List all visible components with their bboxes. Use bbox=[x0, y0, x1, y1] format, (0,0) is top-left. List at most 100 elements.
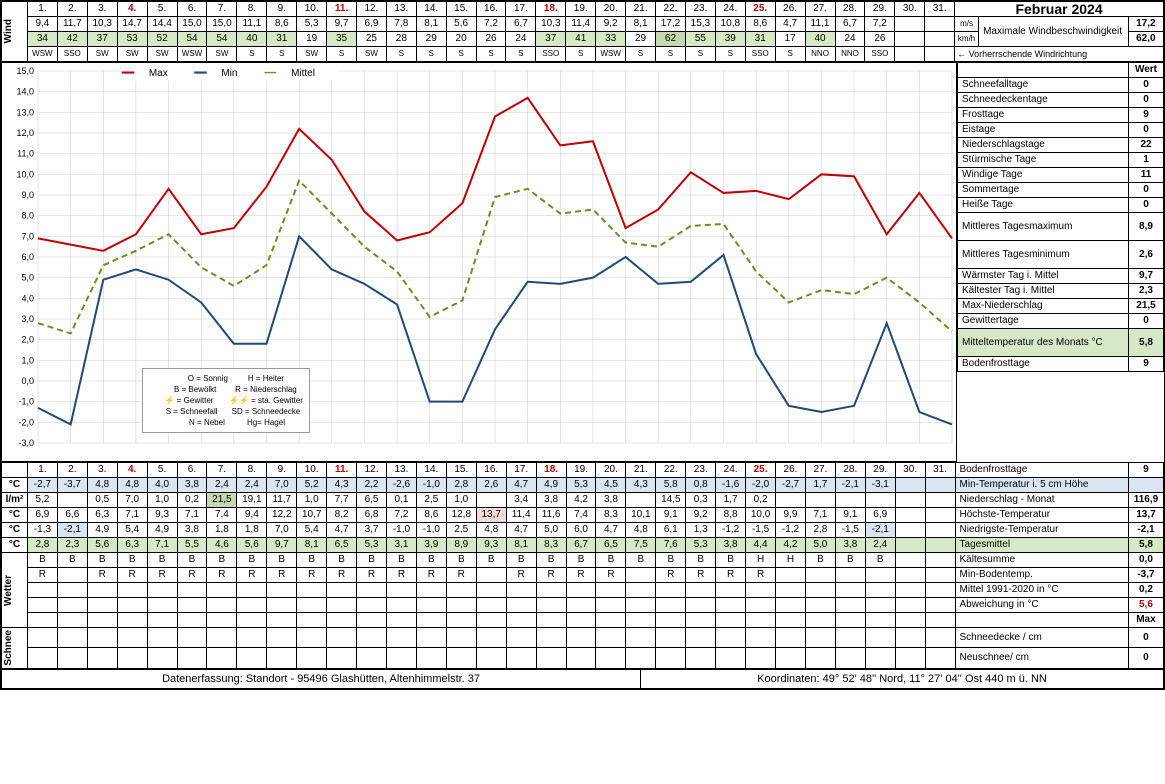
data-cell: 4,8 bbox=[117, 478, 147, 493]
stat-label: Heiße Tage bbox=[958, 198, 1129, 213]
wind-ms-cell: 9,4 bbox=[27, 17, 57, 32]
wind-kmh-cell: 29 bbox=[416, 32, 446, 47]
stat-label: Kältester Tag i. Mittel bbox=[958, 284, 1129, 299]
stat-label: Schneefalltage bbox=[958, 78, 1129, 93]
data-cell: 7,5 bbox=[626, 538, 656, 553]
data-cell: -2,0 bbox=[746, 478, 776, 493]
wind-kmh-cell: 37 bbox=[536, 32, 566, 47]
wind-kmh-cell: 40 bbox=[805, 32, 835, 47]
svg-text:12,0: 12,0 bbox=[16, 128, 34, 138]
wind-kmh-cell: 25 bbox=[357, 32, 387, 47]
svg-text:5,0: 5,0 bbox=[21, 273, 34, 283]
wind-dir-cell: SW bbox=[357, 47, 387, 62]
day-5: 5. bbox=[147, 2, 177, 17]
data-cell: 8,2 bbox=[327, 508, 357, 523]
data-cell: 11,4 bbox=[506, 508, 536, 523]
stat-value: 2,6 bbox=[1129, 241, 1164, 269]
day-21: 21. bbox=[626, 463, 656, 478]
svg-text:15,0: 15,0 bbox=[16, 66, 34, 76]
data-cell: 10,0 bbox=[746, 508, 776, 523]
data-cell: 0,2 bbox=[746, 493, 776, 508]
wind-dir-cell: WSW bbox=[177, 47, 207, 62]
data-cell: 7,0 bbox=[117, 493, 147, 508]
day-5: 5. bbox=[147, 463, 177, 478]
wind-dir-cell: NNO bbox=[835, 47, 865, 62]
data-cell: -1,6 bbox=[716, 478, 746, 493]
data-cell: 8,8 bbox=[716, 508, 746, 523]
svg-text:13,0: 13,0 bbox=[16, 107, 34, 117]
wind-kmh-cell: 35 bbox=[327, 32, 357, 47]
data-cell: -1,2 bbox=[776, 523, 806, 538]
wind-kmh-cell: 19 bbox=[297, 32, 327, 47]
day-8: 8. bbox=[237, 463, 267, 478]
data-cell bbox=[925, 508, 955, 523]
data-cell: 5,2 bbox=[27, 493, 57, 508]
footer: Datenerfassung: Standort - 95496 Glashüt… bbox=[1, 669, 1164, 689]
data-cell: -1,0 bbox=[386, 523, 416, 538]
data-cell: 7,4 bbox=[566, 508, 596, 523]
data-cell: 19,1 bbox=[237, 493, 267, 508]
data-cell bbox=[895, 478, 925, 493]
wind-dir-cell: S bbox=[446, 47, 476, 62]
wind-kmh-cell: 26 bbox=[476, 32, 506, 47]
data-cell: 8,6 bbox=[416, 508, 446, 523]
wind-kmh-cell: 20 bbox=[446, 32, 476, 47]
data-cell: 8,9 bbox=[446, 538, 476, 553]
wind-ms-cell: 11,1 bbox=[237, 17, 267, 32]
day-24: 24. bbox=[716, 463, 746, 478]
data-cell: -2,1 bbox=[57, 523, 87, 538]
data-cell: 2,2 bbox=[357, 478, 387, 493]
data-cell: 0,2 bbox=[177, 493, 207, 508]
data-cell bbox=[895, 493, 925, 508]
data-cell: 4,6 bbox=[207, 538, 237, 553]
wind-dir-cell: S bbox=[775, 47, 805, 62]
month-title: Februar 2024 bbox=[955, 2, 1164, 17]
row-unit: °C bbox=[2, 508, 28, 523]
wind-ms-cell: 11,7 bbox=[57, 17, 87, 32]
data-cell: 5,0 bbox=[805, 538, 835, 553]
wetter-label: Wetter bbox=[2, 573, 16, 608]
data-cell: 5,5 bbox=[177, 538, 207, 553]
data-cell: 6,0 bbox=[566, 523, 596, 538]
weather-report: Wind1.2.3.4.5.6.7.8.9.10.11.12.13.14.15.… bbox=[0, 0, 1165, 690]
wind-label: Wind bbox=[2, 17, 16, 45]
wind-kmh-cell: 29 bbox=[626, 32, 656, 47]
data-cell bbox=[925, 538, 955, 553]
wind-ms-cell: 10,3 bbox=[536, 17, 566, 32]
data-cell: 10,7 bbox=[297, 508, 327, 523]
data-cell: 3,8 bbox=[716, 538, 746, 553]
stat-value: 9 bbox=[1129, 108, 1164, 123]
day-7: 7. bbox=[207, 463, 237, 478]
wind-ms-cell: 8,1 bbox=[416, 17, 446, 32]
wind-ms-cell: 9,7 bbox=[327, 17, 357, 32]
stat-value: 0 bbox=[1129, 93, 1164, 108]
day-9: 9. bbox=[267, 2, 297, 17]
day-22: 22. bbox=[656, 2, 686, 17]
data-cell: -1,5 bbox=[835, 523, 865, 538]
wind-dir-cell: SSO bbox=[745, 47, 775, 62]
data-cell: -2,7 bbox=[27, 478, 57, 493]
wind-ms-cell: 9,2 bbox=[596, 17, 626, 32]
svg-text:6,0: 6,0 bbox=[21, 252, 34, 262]
day-14: 14. bbox=[416, 2, 446, 17]
row-right-value: 5,8 bbox=[1128, 538, 1163, 553]
day-13: 13. bbox=[386, 2, 416, 17]
data-cell: 7,1 bbox=[147, 538, 177, 553]
data-cell: 5,3 bbox=[686, 538, 716, 553]
wind-ms-cell: 4,7 bbox=[775, 17, 805, 32]
row-unit: l/m² bbox=[2, 493, 28, 508]
data-cell: 4,8 bbox=[476, 523, 506, 538]
wind-ms-cell: 11,4 bbox=[566, 17, 596, 32]
data-cell bbox=[805, 493, 835, 508]
day-19: 19. bbox=[566, 2, 596, 17]
wind-dir-cell: SW bbox=[117, 47, 147, 62]
wind-dir-cell: SW bbox=[147, 47, 177, 62]
wind-dir-cell: S bbox=[416, 47, 446, 62]
stat-label: Max-Niederschlag bbox=[958, 299, 1129, 314]
svg-text:1,0: 1,0 bbox=[21, 355, 34, 365]
wind-kmh-cell: 39 bbox=[715, 32, 745, 47]
wind-dir-cell: S bbox=[715, 47, 745, 62]
stats-table: WertSchneefalltage0Schneedeckentage0Fros… bbox=[957, 62, 1164, 372]
data-cell: -3,1 bbox=[865, 478, 895, 493]
data-cell: 9,3 bbox=[147, 508, 177, 523]
